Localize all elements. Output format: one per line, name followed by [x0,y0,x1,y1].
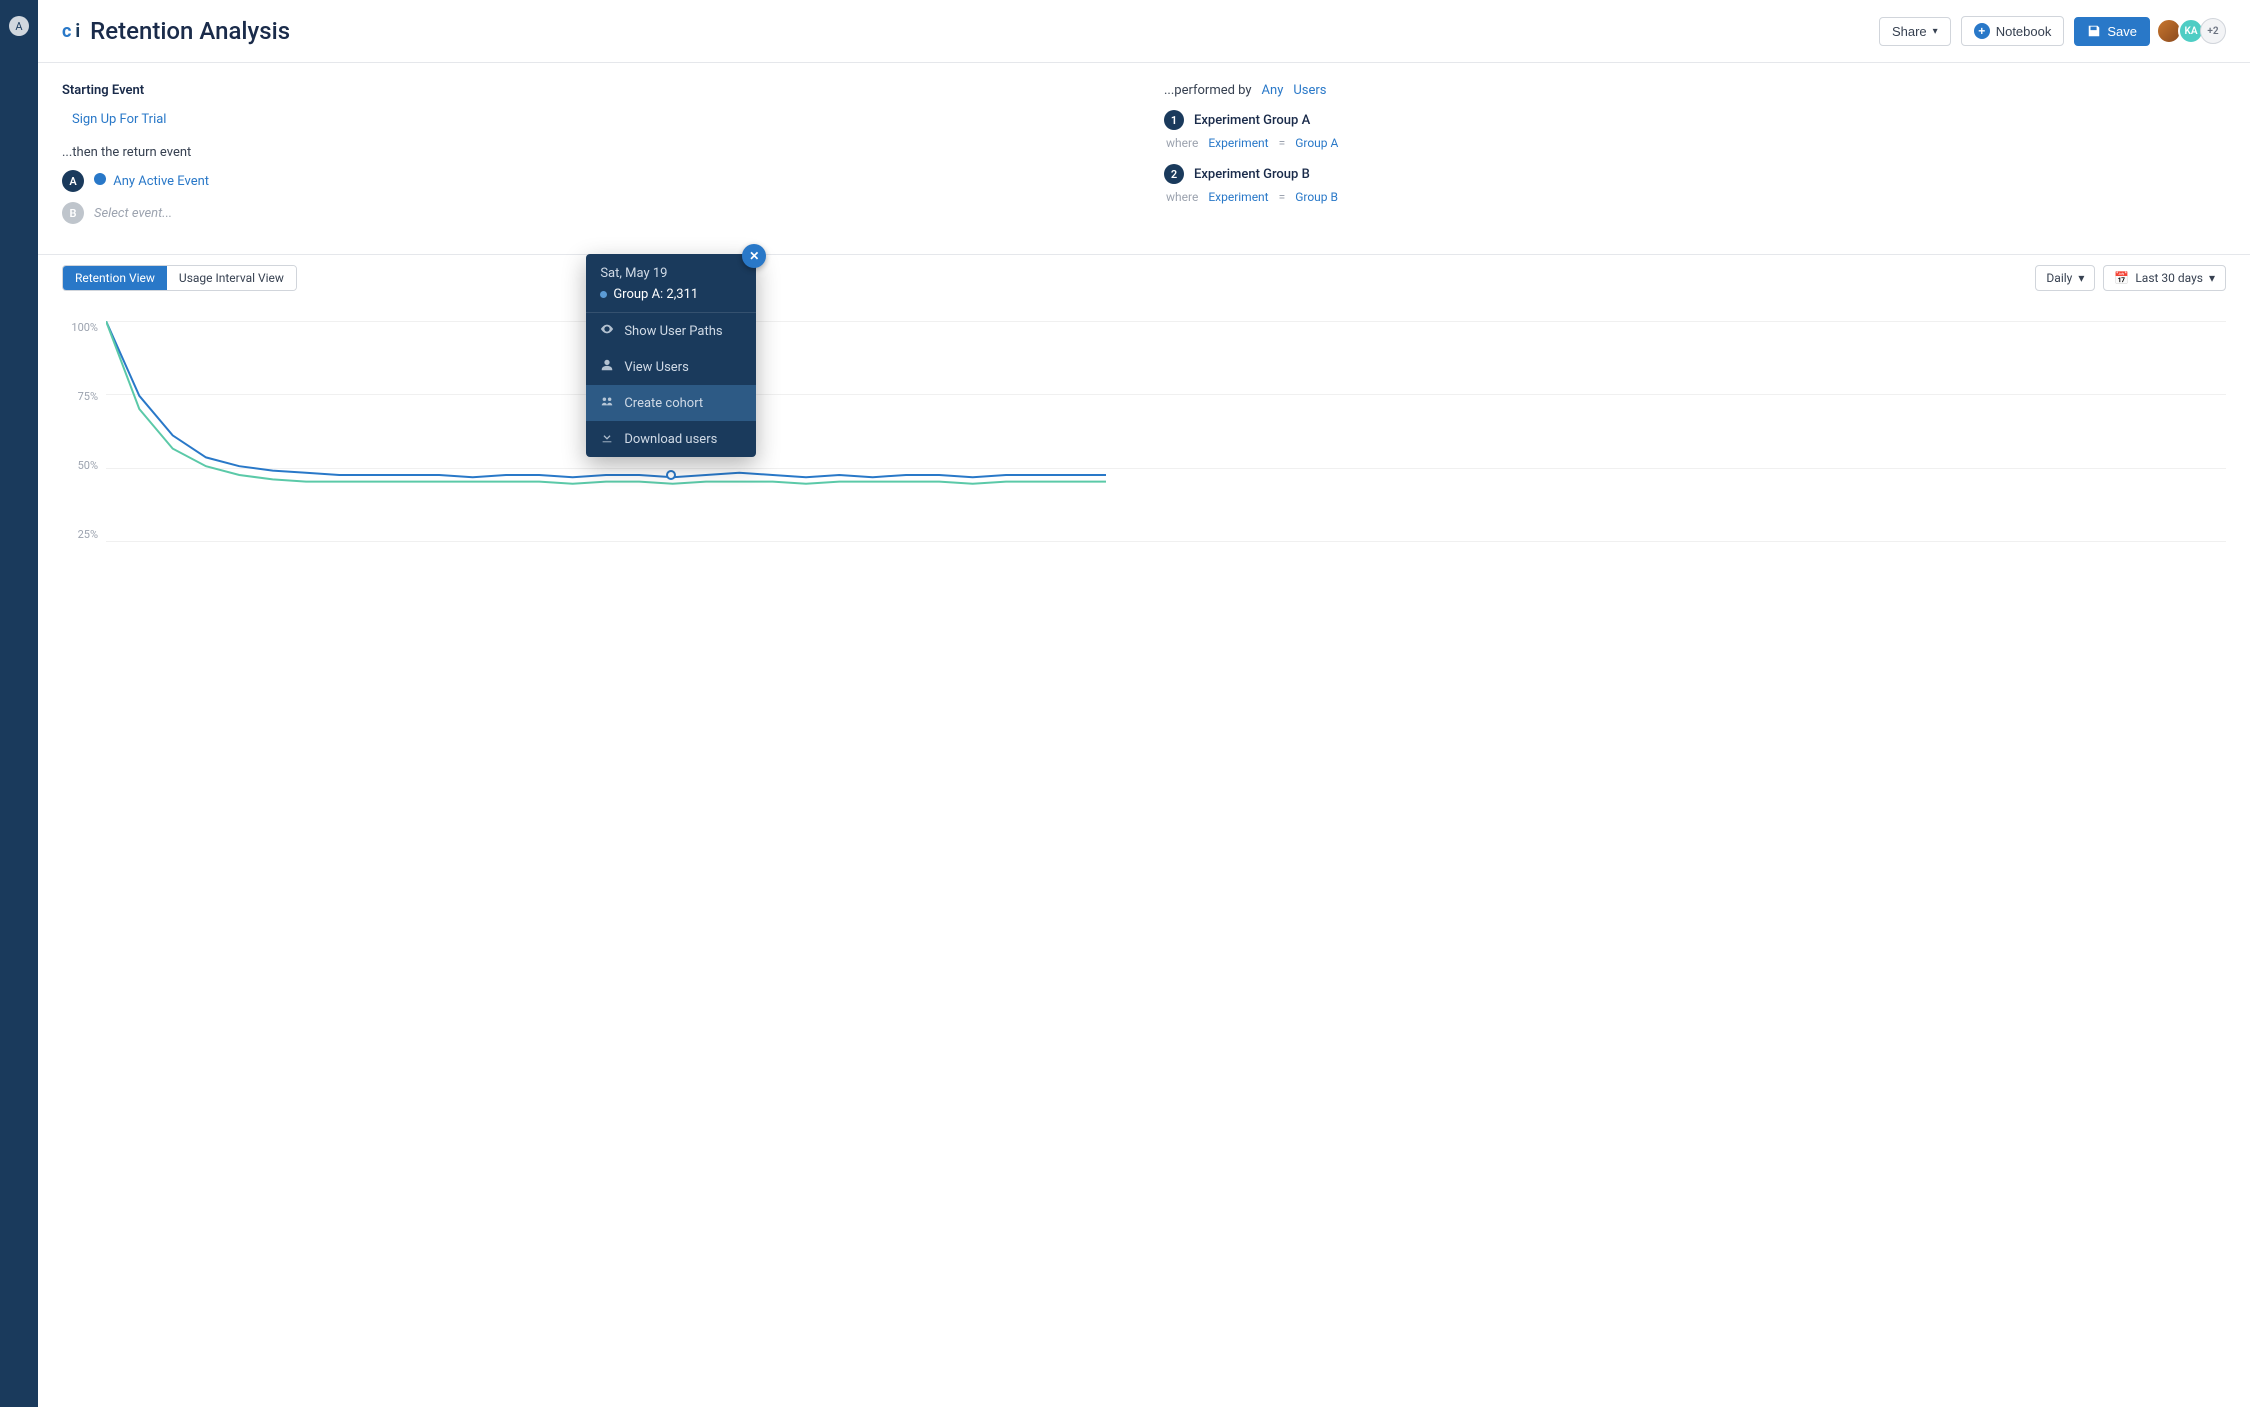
tooltip-dot-icon [600,291,607,298]
logo[interactable]: ci [62,21,80,42]
active-event-icon [94,173,106,185]
where-row: where Experiment = Group B [1166,190,2226,204]
group-name[interactable]: Experiment Group A [1194,113,1310,128]
avatar-group: KA +2 [2160,18,2226,44]
chevron-down-icon: ▾ [1933,26,1938,37]
tooltip-menu-item[interactable]: Show User Paths [586,313,756,349]
where-value[interactable]: Group A [1295,136,1338,150]
group-row: 1 Experiment Group A [1164,110,2226,130]
performed-by-users[interactable]: Users [1293,83,1326,98]
performed-by-any[interactable]: Any [1262,83,1284,98]
tooltip-menu-item[interactable]: View Users [586,349,756,385]
performed-by-row: ...performed by Any Users [1164,83,2226,98]
tooltip-value: Group A: 2,311 [600,287,742,302]
where-equals: = [1279,136,1286,150]
chevron-down-icon: ▾ [2078,271,2084,285]
save-label: Save [2107,24,2137,39]
share-label: Share [1892,24,1927,39]
tooltip-item-label: Download users [624,432,717,447]
tooltip-header: Sat, May 19 Group A: 2,311 [586,254,756,312]
calendar-icon: 📅 [2114,271,2129,285]
page-title: Retention Analysis [90,17,1879,45]
header-actions: Share ▾ + Notebook Save KA +2 [1879,16,2226,46]
save-button[interactable]: Save [2074,17,2150,46]
tooltip-value-text: Group A: 2,311 [613,287,698,302]
where-label: where [1166,190,1198,204]
group-name[interactable]: Experiment Group B [1194,167,1310,182]
chevron-down-icon: ▾ [2209,271,2215,285]
where-equals: = [1279,190,1286,204]
config-left: Starting Event Sign Up For Trial ...then… [62,83,1124,234]
logo-c-icon: c [62,21,71,42]
chart-container: 100%75%50%25% ✕ Sat, May 19 Group A: 2,3… [38,301,2250,581]
granularity-value: Daily [2046,271,2072,285]
y-axis-label: 50% [62,459,98,472]
where-row: where Experiment = Group A [1166,136,2226,150]
group-badge: 2 [1164,164,1184,184]
y-axis-label: 25% [62,528,98,541]
event-row-a: A Any Active Event [62,170,1124,192]
group-badge: 1 [1164,110,1184,130]
header: ci Retention Analysis Share ▾ + Notebook… [38,0,2250,63]
cohort-icon [600,394,614,412]
plus-circle-icon: + [1974,23,1990,39]
date-range-value: Last 30 days [2135,271,2203,285]
main-content: ci Retention Analysis Share ▾ + Notebook… [38,0,2250,1407]
view-controls: Retention View Usage Interval View Daily… [38,255,2250,301]
config-right: ...performed by Any Users 1 Experiment Gr… [1164,83,2226,234]
chart-tooltip: ✕ Sat, May 19 Group A: 2,311 Show User P… [586,254,756,457]
starting-event-label: Starting Event [62,83,1124,98]
event-b-select[interactable]: Select event... [94,206,172,221]
tooltip-menu-item[interactable]: Create cohort [586,385,756,421]
download-icon [600,430,614,448]
granularity-select[interactable]: Daily ▾ [2035,265,2095,291]
where-property[interactable]: Experiment [1208,190,1268,204]
where-label: where [1166,136,1198,150]
tooltip-menu-item[interactable]: Download users [586,421,756,457]
logo-i-icon: i [75,21,80,42]
share-button[interactable]: Share ▾ [1879,17,1951,46]
event-badge-a: A [62,170,84,192]
tooltip-menu: Show User Paths View Users Create cohort Do… [586,312,756,457]
y-axis-label: 75% [62,390,98,403]
performed-by-label: ...performed by [1164,83,1252,98]
group-row: 2 Experiment Group B [1164,164,2226,184]
y-axis-label: 100% [62,321,98,334]
notebook-label: Notebook [1996,24,2052,39]
where-property[interactable]: Experiment [1208,136,1268,150]
view-tabs: Retention View Usage Interval View [62,265,297,291]
sidebar-nav-icon[interactable]: A [9,16,29,36]
notebook-button[interactable]: + Notebook [1961,16,2065,46]
tab-usage[interactable]: Usage Interval View [167,266,296,290]
event-a-text: Any Active Event [113,174,209,189]
tooltip-item-label: Create cohort [624,396,703,411]
tooltip-date: Sat, May 19 [600,266,742,281]
y-axis: 100% 75% 50% 25% [62,321,98,541]
avatar-more[interactable]: +2 [2200,18,2226,44]
starting-event[interactable]: Sign Up For Trial [62,108,176,131]
save-icon [2087,24,2101,38]
app-root: A ci Retention Analysis Share ▾ + Notebo… [0,0,2250,1407]
return-event-label: ...then the return event [62,145,1124,160]
event-row-b: B Select event... [62,202,1124,224]
sidebar: A [0,0,38,1407]
tooltip-item-label: Show User Paths [624,324,722,339]
tab-retention[interactable]: Retention View [63,266,167,290]
eye-icon [600,322,614,340]
controls-right: Daily ▾ 📅 Last 30 days ▾ [2035,265,2226,291]
retention-chart[interactable]: 100%75%50%25% ✕ Sat, May 19 Group A: 2,3… [62,321,2226,541]
tooltip-item-label: View Users [624,360,688,375]
user-icon [600,358,614,376]
event-a[interactable]: Any Active Event [94,173,209,189]
grid-line [106,541,2226,542]
date-range-select[interactable]: 📅 Last 30 days ▾ [2103,265,2226,291]
where-value[interactable]: Group B [1295,190,1338,204]
config-panel: Starting Event Sign Up For Trial ...then… [38,63,2250,255]
event-badge-b: B [62,202,84,224]
